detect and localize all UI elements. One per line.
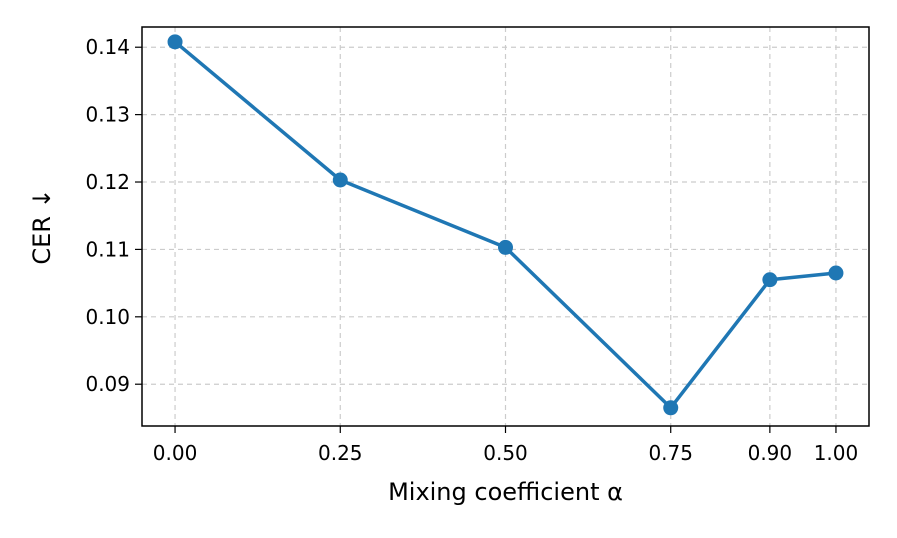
y-tick-label: 0.14: [85, 35, 130, 59]
marker-layer: [167, 34, 844, 416]
series-line: [173, 40, 837, 410]
y-tick-label: 0.11: [85, 237, 130, 261]
series-line-layer: [173, 40, 837, 410]
grid-lines: [142, 27, 869, 426]
data-point: [828, 265, 844, 281]
y-tick-label: 0.09: [85, 372, 130, 396]
data-point: [498, 239, 513, 255]
x-tick-label: 0.90: [748, 441, 793, 465]
data-point: [663, 400, 679, 416]
x-tick-label: 0.25: [318, 441, 363, 465]
x-tick-label: 0.75: [648, 441, 693, 465]
y-axis-label: CER ↓: [28, 188, 56, 264]
data-point: [167, 34, 183, 50]
x-tick-label: 0.00: [153, 441, 198, 465]
data-point: [762, 272, 778, 288]
x-tick-label: 0.50: [483, 441, 528, 465]
y-axis-ticks: 0.09 0.10 0.11 0.12 0.13 0.14: [85, 35, 142, 396]
y-tick-label: 0.12: [85, 170, 130, 194]
x-axis-ticks: 0.00 0.25 0.50 0.75 0.90 1.00: [153, 426, 858, 465]
data-point: [332, 172, 348, 188]
y-tick-label: 0.10: [85, 305, 130, 329]
y-tick-label: 0.13: [85, 103, 130, 127]
x-axis-label: Mixing coefficient α: [388, 478, 623, 506]
x-tick-label: 1.00: [814, 441, 859, 465]
